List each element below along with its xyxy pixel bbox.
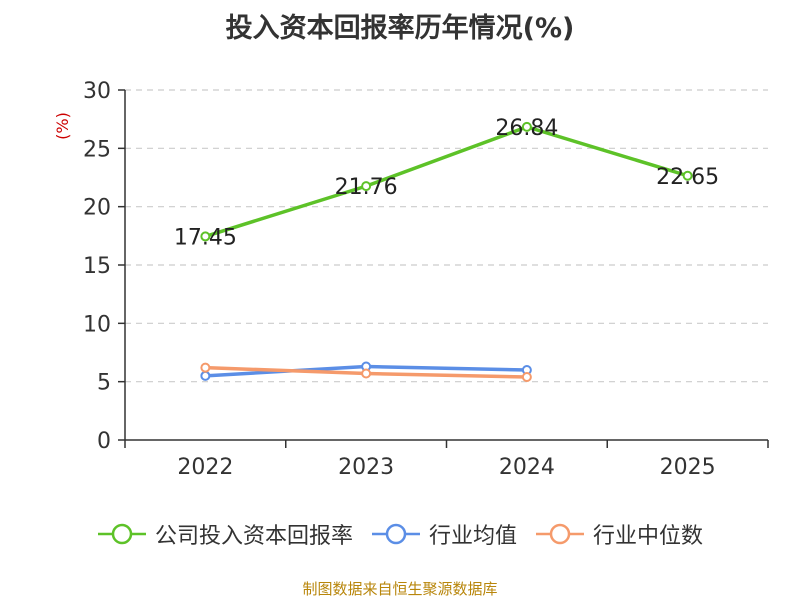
data-point[interactable] xyxy=(200,231,211,242)
x-tick-label: 2024 xyxy=(499,455,555,480)
legend-item-0[interactable]: 公司投入资本回报率 xyxy=(97,518,353,550)
data-label: 26.84 xyxy=(495,116,558,141)
x-tick-label: 2022 xyxy=(177,455,233,480)
source-note: 制图数据来自恒生聚源数据库 xyxy=(302,580,498,598)
data-label: 17.45 xyxy=(174,225,237,250)
data-point[interactable] xyxy=(521,121,532,132)
y-tick-label: 15 xyxy=(83,254,111,279)
legend-item-2[interactable]: 行业中位数 xyxy=(535,518,703,550)
series-line xyxy=(203,125,690,239)
y-tick-label: 30 xyxy=(83,79,111,104)
data-point[interactable] xyxy=(521,372,532,382)
legend-label: 行业均值 xyxy=(428,524,517,549)
grid-lines xyxy=(125,89,768,383)
legend-line-icon xyxy=(97,523,146,545)
legend-item-1[interactable]: 行业均值 xyxy=(371,518,517,550)
y-tick-label: 5 xyxy=(97,371,111,396)
x-tick-label: 2025 xyxy=(660,455,716,480)
legend-line-icon xyxy=(371,523,420,545)
series-layer xyxy=(200,121,693,382)
y-tick-label: 10 xyxy=(83,312,111,337)
data-point[interactable] xyxy=(682,170,693,181)
legend-label: 行业中位数 xyxy=(593,524,704,549)
legend: 公司投入资本回报率 行业均值 行业中位数 xyxy=(0,518,800,550)
series-2 xyxy=(200,362,532,382)
data-label: 22.65 xyxy=(656,165,719,190)
chart-title: 投入资本回报率历年情况(%) xyxy=(225,13,575,44)
data-label: 21.76 xyxy=(335,175,398,200)
legend-line-icon xyxy=(536,523,584,545)
series-0 xyxy=(200,121,693,242)
y-tick-label: 25 xyxy=(83,137,111,162)
data-labels: 17.45 21.76 26.84 22.65 xyxy=(174,116,719,251)
legend-label: 公司投入资本回报率 xyxy=(154,524,353,549)
x-tick-label: 2023 xyxy=(338,455,394,480)
data-point[interactable] xyxy=(361,368,372,379)
y-tick-label: 0 xyxy=(97,429,111,454)
y-tick-label: 20 xyxy=(83,196,111,221)
y-axis-title: (%) xyxy=(53,112,72,140)
data-point[interactable] xyxy=(200,370,211,381)
data-point[interactable] xyxy=(200,362,211,373)
data-point[interactable] xyxy=(361,181,372,192)
